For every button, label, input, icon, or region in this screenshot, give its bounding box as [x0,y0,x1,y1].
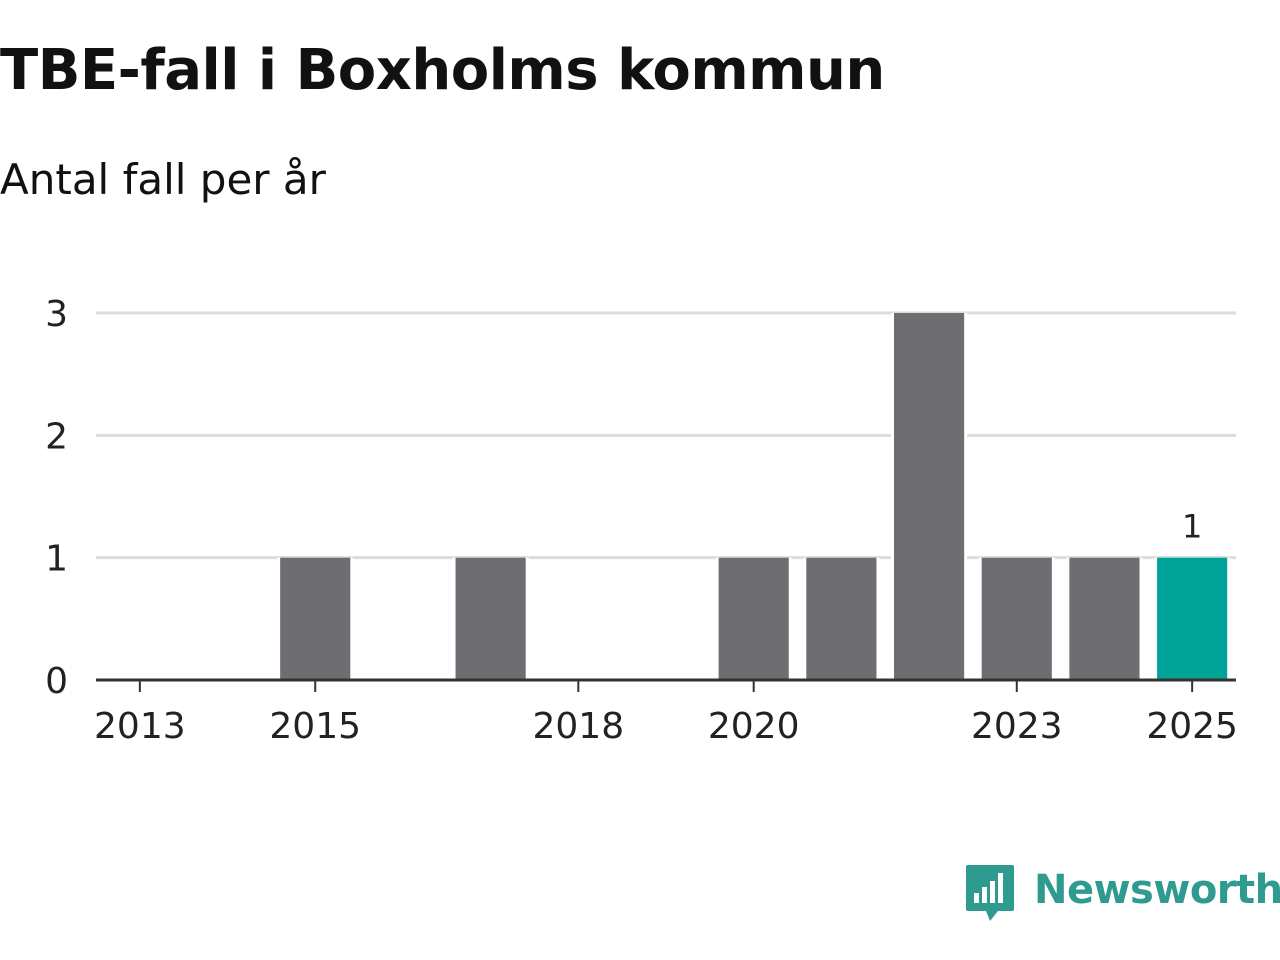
bar-2023 [981,557,1052,680]
x-tick-label: 2015 [269,706,361,747]
brand-name: Newsworthy [1034,867,1280,913]
bar-2022 [894,313,965,680]
bar-2021 [806,557,877,680]
bar-2015 [280,557,351,680]
bar-chart-logo-icon [966,865,1014,921]
chart-title: TBE-fall i Boxholms kommun [0,38,885,103]
data-label: 1 [1182,508,1202,546]
y-tick-label: 1 [45,539,68,580]
chart-subtitle: Antal fall per år [0,155,326,204]
x-tick-label: 2023 [971,706,1063,747]
bar-2017 [455,557,526,680]
y-tick-label: 2 [45,416,68,457]
x-tick-label: 2025 [1146,706,1238,747]
x-tick-label: 2018 [532,706,624,747]
bar-2025 [1157,557,1228,680]
bar-2024 [1069,557,1140,680]
y-tick-label: 0 [45,661,68,702]
x-tick-label: 2020 [708,706,800,747]
newsworthy-logo: Newsworthy [964,862,1280,926]
y-tick-label: 3 [45,294,68,335]
bar-2020 [718,557,789,680]
x-tick-label: 2013 [94,706,186,747]
